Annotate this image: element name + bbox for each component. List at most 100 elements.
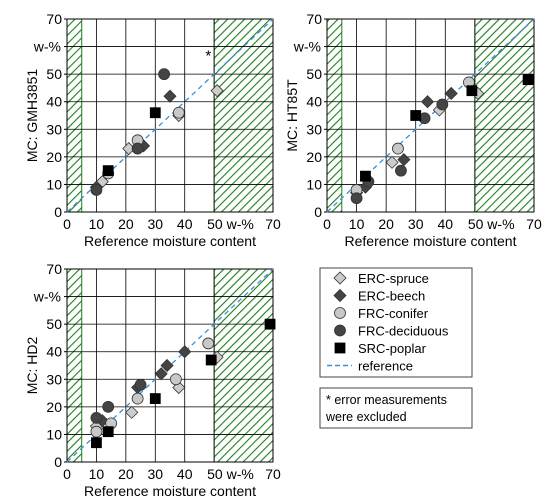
- legend-label: ERC-beech: [358, 289, 425, 304]
- y-tick-label: 50: [46, 316, 62, 332]
- x-tick-label: 0: [63, 466, 71, 482]
- x-tick-label: 30: [408, 216, 424, 232]
- y-tick-label: 10: [306, 176, 322, 192]
- data-point: [158, 68, 171, 81]
- y-tick-label: 10: [46, 176, 62, 192]
- y-tick-label: 0: [54, 454, 62, 470]
- data-point: [90, 425, 103, 438]
- data-point: [149, 107, 161, 119]
- data-point: [205, 354, 217, 366]
- shaded-range: [213, 18, 274, 213]
- y-unit-label: w-%: [293, 39, 321, 55]
- data-point: [392, 142, 404, 155]
- note-text-line1: * error measurements: [326, 393, 447, 407]
- x-tick-label: 0: [63, 216, 71, 232]
- shaded-range: [66, 18, 83, 213]
- x-tick-label: 40: [437, 216, 453, 232]
- shaded-range: [326, 18, 343, 213]
- y-tick-label: 0: [54, 204, 62, 220]
- x-tick-label: 50 w-%: [207, 466, 254, 482]
- x-axis-title: Reference moisture content: [84, 483, 256, 499]
- y-tick-label: 20: [46, 399, 62, 415]
- x-tick-label: 30: [147, 466, 163, 482]
- data-point: [210, 84, 224, 98]
- legend-marker: [333, 271, 347, 285]
- legend-marker: [334, 342, 346, 354]
- legend-marker: [334, 307, 346, 319]
- y-axis-title: MC: HD2: [24, 337, 40, 395]
- data-point: [522, 74, 534, 86]
- y-unit-label: w-%: [33, 289, 61, 305]
- data-point: [169, 373, 182, 386]
- legend-box: [319, 267, 473, 378]
- x-tick-label: 70: [265, 216, 281, 232]
- note-text-line2: were excluded: [325, 410, 407, 424]
- annotation-asterisk: *: [205, 47, 211, 64]
- x-tick-label: 50 w-%: [468, 216, 515, 232]
- x-tick-label: 40: [177, 216, 193, 232]
- x-tick-label: 10: [89, 466, 105, 482]
- y-tick-label: 10: [46, 426, 62, 442]
- legend-marker: [333, 288, 347, 303]
- legend-label: ERC-spruce: [358, 271, 429, 286]
- data-point: [360, 170, 371, 182]
- x-tick-label: 30: [147, 216, 163, 232]
- y-tick-label: 0: [314, 204, 322, 220]
- y-tick-label: 70: [46, 261, 62, 277]
- data-point: [90, 184, 103, 196]
- y-tick-label: 40: [46, 344, 62, 360]
- y-axis-title: MC: HT85T: [284, 79, 300, 152]
- shaded-range: [213, 268, 274, 463]
- legend-label: reference: [358, 359, 413, 374]
- chart-ht85t: 0 10 20 30 40 50 w-% 70 0 10 20 30 40 50 w-% 70 Referen…: [284, 11, 542, 249]
- data-point: [466, 85, 478, 97]
- x-tick-label: 10: [89, 216, 105, 232]
- x-tick-label: 70: [265, 466, 281, 482]
- x-tick-label: 20: [118, 216, 134, 232]
- legend-label: FRC-deciduous: [358, 324, 449, 339]
- y-tick-label: 50: [306, 66, 322, 82]
- data-point: [172, 106, 185, 119]
- data-point: [160, 358, 174, 373]
- data-point: [90, 411, 103, 424]
- y-unit-label: w-%: [33, 39, 61, 55]
- data-point: [397, 153, 411, 167]
- data-point: [131, 392, 144, 405]
- y-tick-label: 40: [46, 94, 62, 110]
- y-tick-label: 20: [306, 149, 322, 165]
- data-point: [102, 426, 114, 438]
- x-tick-label: 20: [118, 466, 134, 482]
- x-tick-label: 40: [177, 466, 193, 482]
- legend: ERC-spruce ERC-beech FRC-conifer FRC-decidu…: [319, 267, 473, 429]
- legend-marker: [334, 324, 346, 337]
- data-point: [350, 192, 363, 205]
- shaded-range: [66, 268, 83, 463]
- y-tick-label: 30: [306, 121, 322, 137]
- chart-hd2: 0 10 20 30 40 50 w-% 70 0 10 20 30 40 50 w-% 70 Referen…: [24, 261, 281, 499]
- chart-gmh3851: * 0 10 20 30 40 50 w-% 70 0 10 20 30 40 50 w-% 70 Refere…: [24, 11, 281, 249]
- data-point: [125, 405, 139, 419]
- x-tick-label: 0: [323, 216, 331, 232]
- y-tick-label: 70: [46, 11, 62, 27]
- data-point: [134, 378, 147, 391]
- data-point: [395, 164, 407, 177]
- data-point: [410, 110, 422, 121]
- x-axis-title: Reference moisture content: [345, 233, 517, 249]
- data-point: [91, 437, 102, 449]
- data-point: [154, 367, 168, 381]
- plot-frame: [326, 18, 535, 213]
- data-point: [264, 318, 276, 330]
- y-tick-label: 50: [46, 66, 62, 82]
- data-point: [149, 393, 161, 404]
- x-tick-label: 70: [526, 216, 542, 232]
- note-box: [319, 387, 473, 429]
- data-point: [385, 155, 399, 169]
- y-axis-title: MC: GMH3851: [24, 69, 40, 163]
- data-point: [444, 86, 458, 101]
- x-axis-title: Reference moisture content: [84, 233, 256, 249]
- legend-label: SRC-poplar: [358, 341, 427, 356]
- data-point: [436, 98, 449, 111]
- y-tick-label: 30: [46, 121, 62, 137]
- y-tick-label: 70: [306, 11, 322, 27]
